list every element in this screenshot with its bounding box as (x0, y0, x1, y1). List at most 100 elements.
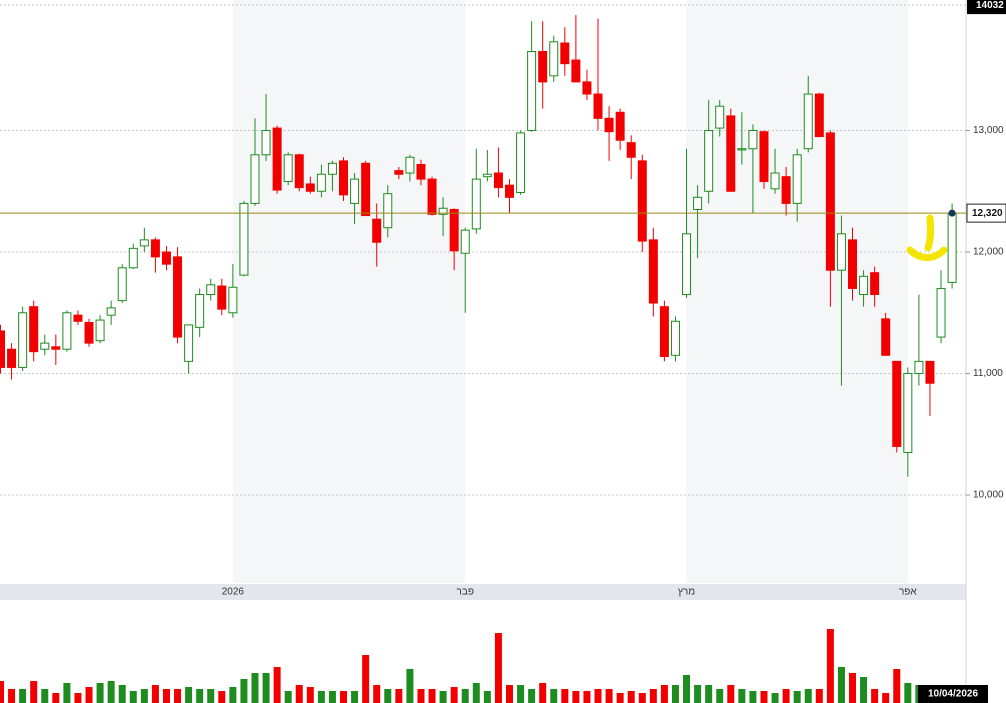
candle-body (139, 239, 149, 247)
candle-body (947, 212, 957, 283)
volume-bar (218, 691, 226, 703)
volume-bar (351, 691, 359, 703)
volume-bar (705, 685, 713, 703)
volume-bar (174, 689, 182, 703)
candle-body (670, 320, 680, 356)
volume-bar (760, 691, 768, 703)
candle-body (106, 307, 116, 316)
volume-bar (295, 685, 303, 703)
candle-body (538, 51, 548, 83)
volume-bar (472, 683, 480, 703)
volume-bar (140, 689, 148, 703)
volume-bar (815, 689, 823, 703)
candle-body (925, 360, 935, 384)
x-tick-label: מרץ (678, 587, 695, 598)
volume-bar (528, 689, 536, 703)
volume-bar (494, 633, 502, 703)
candle-body (438, 207, 448, 215)
volume-bar (461, 689, 469, 703)
volume-bar (638, 693, 646, 703)
candle-body (18, 312, 28, 368)
candle-body (759, 131, 769, 183)
candle-body (593, 93, 603, 119)
x-tick-label: פבר (457, 587, 474, 598)
volume-bar (328, 691, 336, 703)
candle-body (825, 132, 835, 271)
candle-body (682, 233, 692, 296)
high-label: 14032 (976, 0, 1004, 11)
volume-bar (107, 681, 115, 703)
candle-body (936, 287, 946, 338)
candle-body (693, 196, 703, 210)
y-tick-label: 13,000 (973, 125, 1004, 136)
volume-bar (550, 689, 558, 703)
volume-bar (849, 673, 857, 703)
candle-body (726, 115, 736, 192)
candle-body (748, 130, 758, 150)
volume-bar (8, 689, 16, 703)
volume-bar (240, 679, 248, 703)
last-price-label: 12,320 (972, 208, 1003, 219)
volume-bar (417, 689, 425, 703)
candle-body (493, 172, 503, 189)
volume-bar (893, 669, 901, 703)
candle-body (128, 247, 138, 269)
volume-bar (594, 689, 602, 703)
volume-bar (340, 691, 348, 703)
candle-body (471, 178, 481, 230)
candle-body (792, 154, 802, 204)
candle-body (560, 42, 570, 65)
candle-body (604, 117, 614, 133)
volume-bar (683, 675, 691, 703)
candle-body (571, 59, 581, 83)
candle-body (460, 229, 470, 254)
date-axis-strip (0, 584, 966, 600)
candle-body (648, 239, 658, 304)
candle-body (150, 239, 160, 258)
volume-bar (306, 687, 314, 703)
candle-body (803, 93, 813, 150)
volume-bar (627, 691, 635, 703)
candle-body (339, 160, 349, 196)
volume-bar (0, 681, 4, 703)
candle-body (637, 160, 647, 242)
volume-bar (771, 693, 779, 703)
volume-bar (483, 691, 491, 703)
volume-bar (539, 683, 547, 703)
volume-bar (118, 685, 126, 703)
candle-body (361, 162, 371, 217)
last-price-dot (948, 209, 956, 217)
candle-body (117, 267, 127, 302)
crosshair-date-box (918, 685, 988, 703)
volume-bar (860, 677, 868, 703)
volume-bar (572, 691, 580, 703)
y-tick-label: 10,000 (973, 490, 1004, 501)
volume-bar (207, 689, 215, 703)
candle-body (892, 360, 902, 447)
candle-body (84, 321, 94, 344)
volume-bar (129, 691, 137, 703)
candle-body (405, 156, 415, 174)
volume-bar (694, 685, 702, 703)
last-price-box (966, 203, 1006, 223)
candle-body (848, 239, 858, 289)
candle-body (40, 342, 50, 350)
volume-bar (384, 689, 392, 703)
volume-bar (671, 685, 679, 703)
volume-bar (660, 685, 668, 703)
candle-body (582, 81, 592, 95)
candle-body (305, 183, 315, 192)
candle-body (161, 251, 171, 265)
candle-body (836, 233, 846, 271)
candle-body (7, 348, 17, 368)
candle-body (903, 373, 913, 453)
candle-body (217, 285, 227, 310)
candle-body (881, 318, 891, 356)
y-tick-label: 11,000 (973, 368, 1003, 379)
volume-bar (882, 693, 890, 703)
candle-body (427, 178, 437, 215)
candle-body (549, 41, 559, 77)
volume-bar (317, 691, 325, 703)
